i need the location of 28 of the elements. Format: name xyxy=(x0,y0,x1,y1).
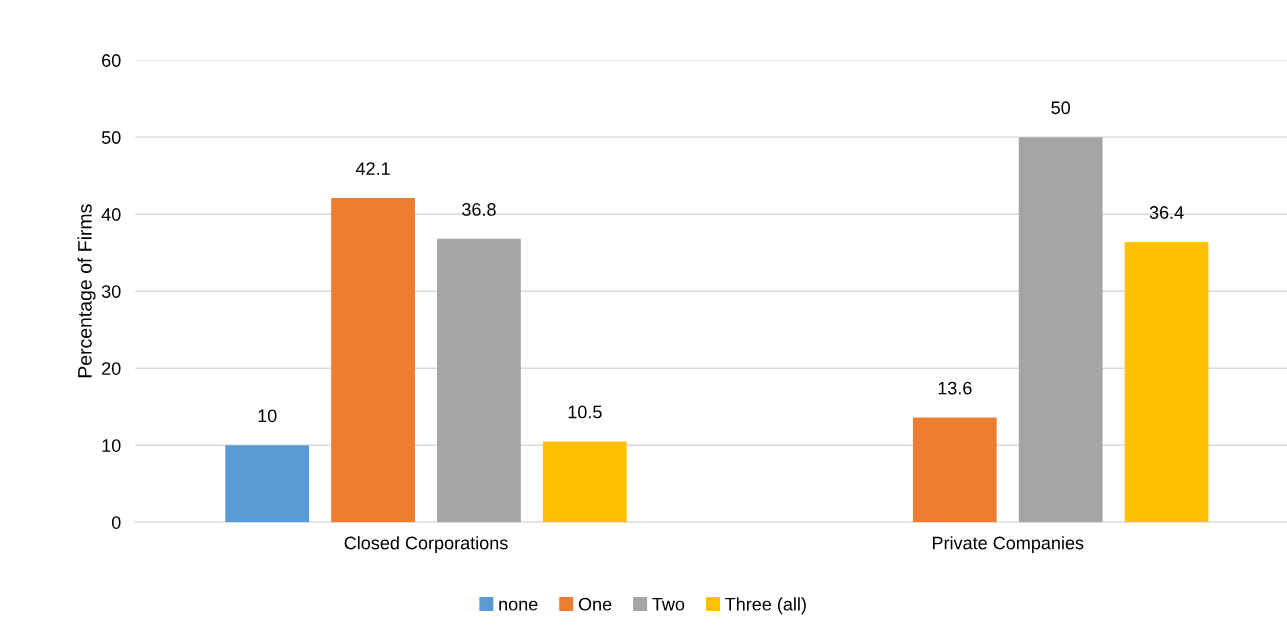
bar xyxy=(912,417,997,523)
legend-label: none xyxy=(499,600,538,611)
data-label: 10 xyxy=(258,409,277,423)
y-tick-label: 20 xyxy=(102,362,121,375)
data-label: 42.1 xyxy=(355,162,390,175)
legend-label: One xyxy=(578,597,612,611)
bar xyxy=(331,198,415,523)
data-label: 50 xyxy=(1051,101,1071,115)
x-tick-label: Closed Corporations xyxy=(344,536,508,553)
y-tick-label: 30 xyxy=(101,285,121,298)
y-tick-label: 10 xyxy=(102,439,121,452)
y-tick-label: 50 xyxy=(101,131,121,144)
x-tick-label: Private Companies xyxy=(932,536,1084,553)
y-tick-label: 0 xyxy=(111,516,121,529)
data-label: 10.5 xyxy=(568,405,602,419)
y-tick-label: 60 xyxy=(102,54,121,67)
bar xyxy=(1018,137,1103,523)
y-tick-label: 40 xyxy=(101,208,121,221)
legend-label: Three (all) xyxy=(725,597,806,615)
data-label: 13.6 xyxy=(938,381,972,395)
bar xyxy=(1124,241,1209,523)
legend-label: Two xyxy=(652,597,685,611)
bar xyxy=(437,238,521,523)
bar xyxy=(542,441,627,523)
y-axis-title: Percentage of Firms xyxy=(77,204,96,378)
bar xyxy=(225,445,310,523)
data-label: 36.4 xyxy=(1149,206,1184,219)
data-label: 36.8 xyxy=(462,203,496,216)
